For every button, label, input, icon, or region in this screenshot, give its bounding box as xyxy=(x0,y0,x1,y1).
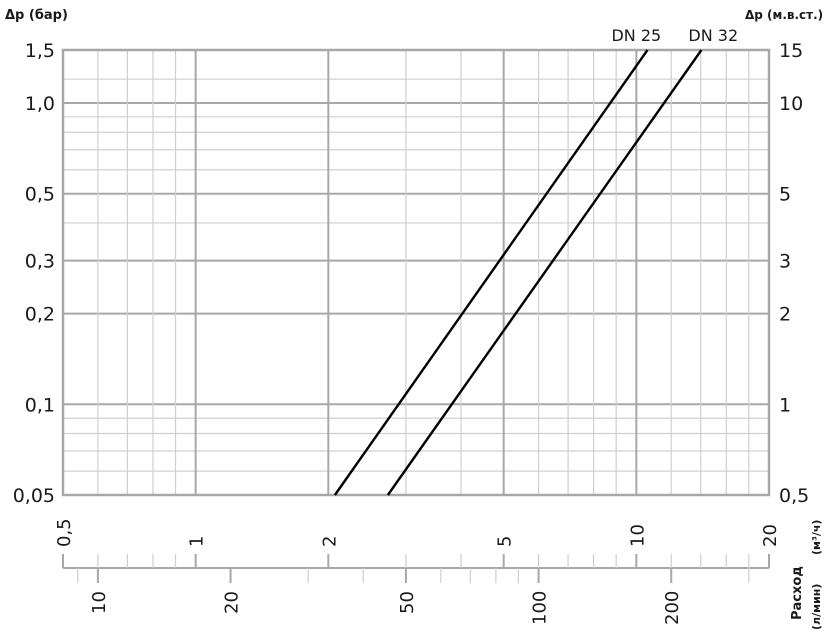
series-line-dn25 xyxy=(333,49,649,496)
y-tick-label-left: 0,3 xyxy=(25,251,55,273)
y-tick-label-right: 2 xyxy=(779,304,791,326)
x-tick-label-m3h: 10 xyxy=(627,524,648,547)
y-tick-label-right: 15 xyxy=(779,40,803,62)
x-tick-label-m3h: 0,5 xyxy=(54,518,75,547)
x-tick-label-lmin: 50 xyxy=(397,591,418,614)
x-tick-label-lmin: 200 xyxy=(662,591,683,625)
y-tick-label-left: 1,5 xyxy=(25,40,55,62)
series-lines xyxy=(333,49,703,496)
y-tick-label-left: 0,05 xyxy=(13,485,55,507)
y-tick-label-right: 0,5 xyxy=(779,485,809,507)
y-tick-label-right: 3 xyxy=(779,251,791,273)
x-unit-bottom: (л/мин) xyxy=(810,584,823,630)
x-tick-label-lmin: 10 xyxy=(89,591,110,614)
plot-frame xyxy=(61,48,771,497)
x-axis-title: Расход xyxy=(790,566,805,620)
series-label: DN 25 xyxy=(611,26,661,45)
x-unit-top: (м³/ч) xyxy=(810,520,823,555)
x-tick-label-m3h: 20 xyxy=(760,524,781,547)
y-tick-label-left: 0,2 xyxy=(25,304,55,326)
y-tick-label-left: 1,0 xyxy=(25,93,55,115)
y-tick-label-left: 0,1 xyxy=(25,394,55,416)
grid xyxy=(61,48,771,497)
y-tick-label-right: 5 xyxy=(779,184,791,206)
series-label: DN 32 xyxy=(688,26,738,45)
x-tick-label-m3h: 2 xyxy=(319,536,340,547)
x-tick-label-m3h: 1 xyxy=(187,536,208,547)
y-tick-label-left: 0,5 xyxy=(25,184,55,206)
series-line-dn32 xyxy=(386,49,703,496)
y-tick-label-right: 10 xyxy=(779,93,803,115)
tick-labels: DN 25 DN 32 0,05 0,1 0,2 0,3 0,5 1,0 1,5 0,5 1 2 3 5 1… xyxy=(13,26,810,625)
y-tick-label-right: 1 xyxy=(779,394,791,416)
y-axis-right-title: Δp (м.в.ст.) xyxy=(745,8,823,22)
x-tick-label-lmin: 100 xyxy=(530,591,551,625)
y-axis-left-title: Δp (бар) xyxy=(5,8,68,23)
x-tick-label-lmin: 20 xyxy=(222,591,243,614)
x-tick-label-m3h: 5 xyxy=(495,536,516,547)
